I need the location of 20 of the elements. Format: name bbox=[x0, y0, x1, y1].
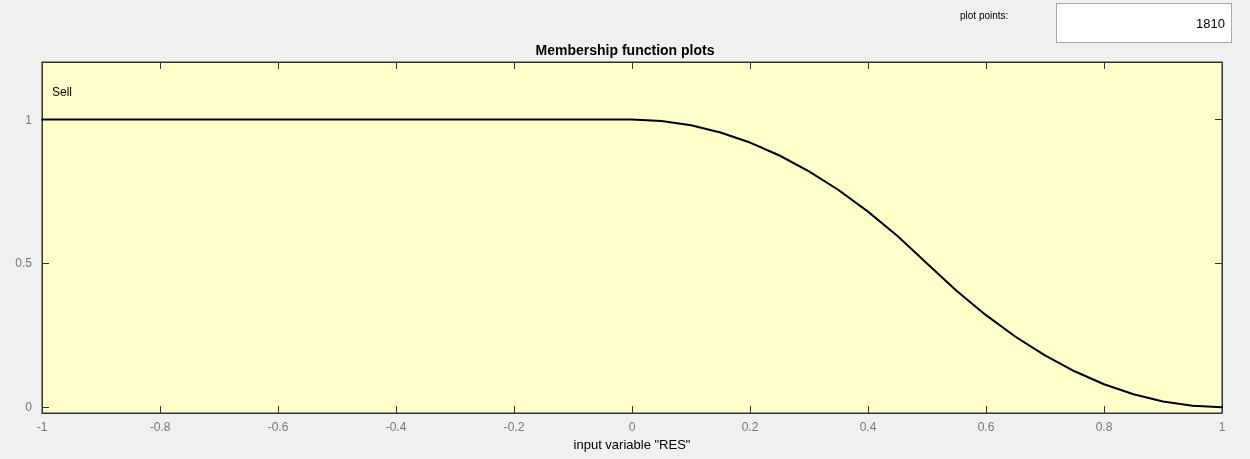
annotation: Sell bbox=[52, 85, 73, 99]
text-field: 1810 bbox=[1056, 3, 1232, 43]
x-tick-label: 0 bbox=[628, 420, 636, 434]
y-tick-label: 0 bbox=[25, 400, 33, 415]
x-tick-label: -0.2 bbox=[503, 420, 525, 434]
y-tick-label: 1 bbox=[25, 112, 33, 127]
x-tick-label: -1 bbox=[36, 420, 48, 434]
x-tick-label: 0.6 bbox=[977, 420, 995, 434]
x-tick-label: 0.4 bbox=[859, 420, 877, 434]
line-series bbox=[41, 118, 1223, 409]
text: plot points: bbox=[960, 10, 1009, 21]
x-tick-label: 0.8 bbox=[1095, 420, 1113, 434]
chart-title: Membership function plots bbox=[535, 42, 715, 58]
x-tick-label: -0.4 bbox=[385, 420, 407, 434]
x-axis-title: input variable "RES" bbox=[573, 436, 691, 452]
x-tick-label: 1 bbox=[1218, 420, 1226, 434]
x-tick-label: -0.6 bbox=[267, 420, 289, 434]
x-tick-label: 0.2 bbox=[741, 420, 759, 434]
x-tick-label: -0.8 bbox=[149, 420, 171, 434]
y-tick-label: 0.5 bbox=[15, 256, 33, 271]
